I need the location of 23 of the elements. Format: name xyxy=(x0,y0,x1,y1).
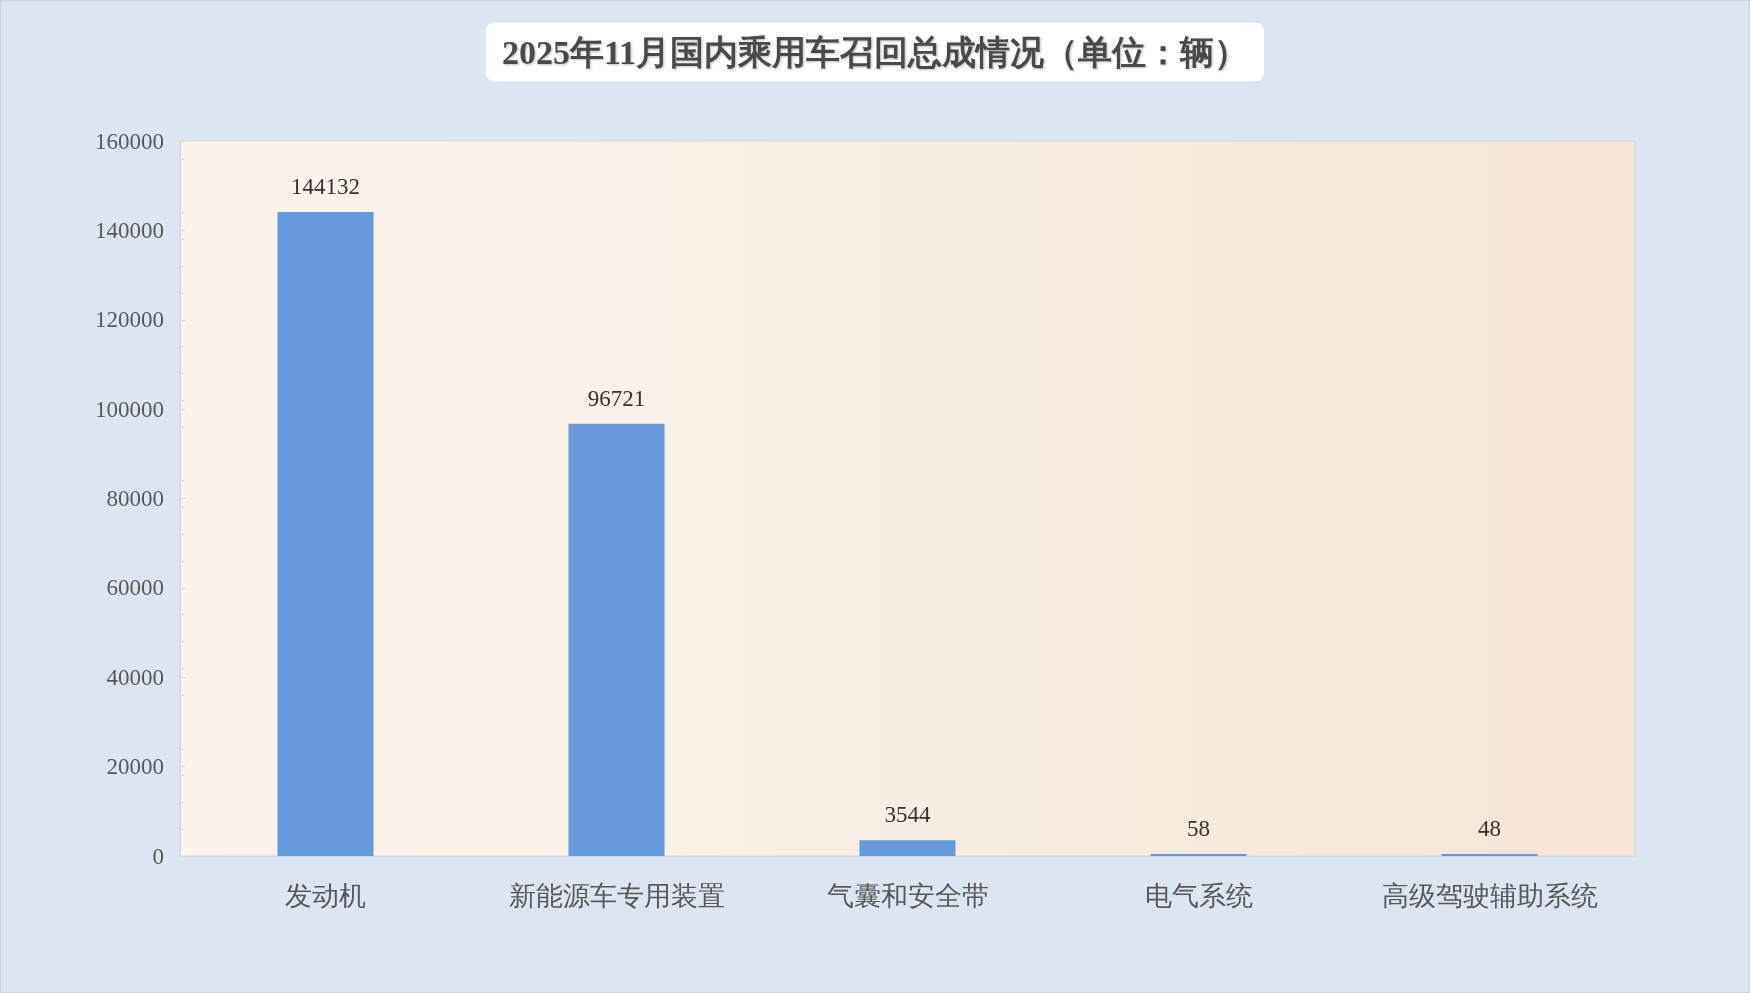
bar xyxy=(277,211,374,856)
data-label: 96721 xyxy=(587,385,646,411)
y-tick-label: 60000 xyxy=(106,575,164,601)
x-tick-label: 气囊和安全带 xyxy=(826,880,989,911)
x-tick-label: 发动机 xyxy=(285,880,366,911)
y-tick-label: 0 xyxy=(152,843,164,869)
y-tick-label: 160000 xyxy=(95,128,164,154)
bar xyxy=(859,840,956,856)
y-tick-label: 120000 xyxy=(95,307,164,333)
y-tick-label: 140000 xyxy=(95,217,164,243)
bar xyxy=(568,423,665,856)
y-tick-label: 100000 xyxy=(95,396,164,422)
x-tick-label: 高级驾驶辅助系统 xyxy=(1381,880,1598,911)
y-tick-label: 80000 xyxy=(106,486,164,511)
x-tick-label: 新能源车专用装置 xyxy=(508,880,725,911)
data-label: 3544 xyxy=(884,802,931,828)
y-tick-label: 40000 xyxy=(106,664,164,690)
y-tick-label: 20000 xyxy=(106,754,164,780)
chart-title: 2025年11月国内乘用车召回总成情况（单位：辆） xyxy=(501,33,1249,71)
data-label: 144132 xyxy=(291,173,360,199)
x-tick-label: 电气系统 xyxy=(1144,880,1253,911)
data-label: 48 xyxy=(1478,816,1501,841)
data-label: 58 xyxy=(1187,816,1210,841)
